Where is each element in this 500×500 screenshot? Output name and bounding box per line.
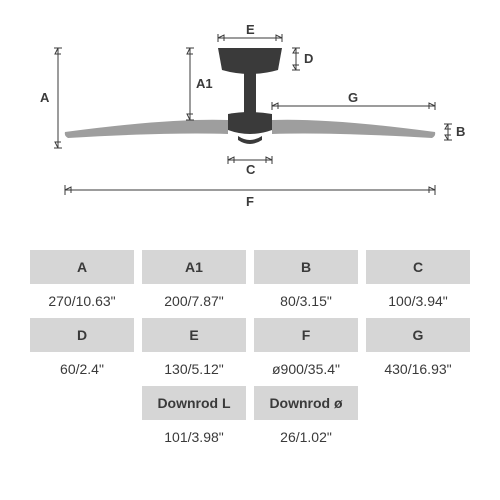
td-C: 100/3.94" bbox=[366, 284, 470, 318]
td-downrod-l: 101/3.98" bbox=[142, 420, 246, 454]
label-G: G bbox=[348, 90, 358, 105]
label-F: F bbox=[246, 194, 254, 209]
label-A: A bbox=[40, 90, 50, 105]
label-E: E bbox=[246, 22, 255, 37]
th-F: F bbox=[254, 318, 358, 352]
dim-B bbox=[444, 124, 452, 140]
label-B: B bbox=[456, 124, 465, 139]
td-B: 80/3.15" bbox=[254, 284, 358, 318]
label-C: C bbox=[246, 162, 256, 177]
th-A1: A1 bbox=[142, 250, 246, 284]
td-downrod-d: 26/1.02" bbox=[254, 420, 358, 454]
th-downrod-d: Downrod ø bbox=[254, 386, 358, 420]
td-G: 430/16.93" bbox=[366, 352, 470, 386]
dimension-table: A A1 B C 270/10.63" 200/7.87" 80/3.15" 1… bbox=[20, 250, 480, 454]
motor-hub bbox=[228, 112, 272, 134]
label-A1: A1 bbox=[196, 76, 213, 91]
th-D: D bbox=[30, 318, 134, 352]
label-D: D bbox=[304, 51, 313, 66]
blade-left bbox=[65, 120, 228, 138]
th-E: E bbox=[142, 318, 246, 352]
blade-right bbox=[272, 120, 435, 138]
dim-A1 bbox=[186, 48, 194, 120]
td-F: ø900/35.4" bbox=[254, 352, 358, 386]
dim-A bbox=[54, 48, 62, 148]
th-G: G bbox=[366, 318, 470, 352]
td-A: 270/10.63" bbox=[30, 284, 134, 318]
th-downrod-l: Downrod L bbox=[142, 386, 246, 420]
th-B: B bbox=[254, 250, 358, 284]
td-D: 60/2.4" bbox=[30, 352, 134, 386]
td-E: 130/5.12" bbox=[142, 352, 246, 386]
th-C: C bbox=[366, 250, 470, 284]
fan-dimension-diagram: A A1 E bbox=[20, 20, 480, 240]
td-A1: 200/7.87" bbox=[142, 284, 246, 318]
light-cap bbox=[238, 136, 262, 144]
downrod bbox=[244, 70, 256, 114]
th-A: A bbox=[30, 250, 134, 284]
dim-D bbox=[292, 48, 300, 70]
